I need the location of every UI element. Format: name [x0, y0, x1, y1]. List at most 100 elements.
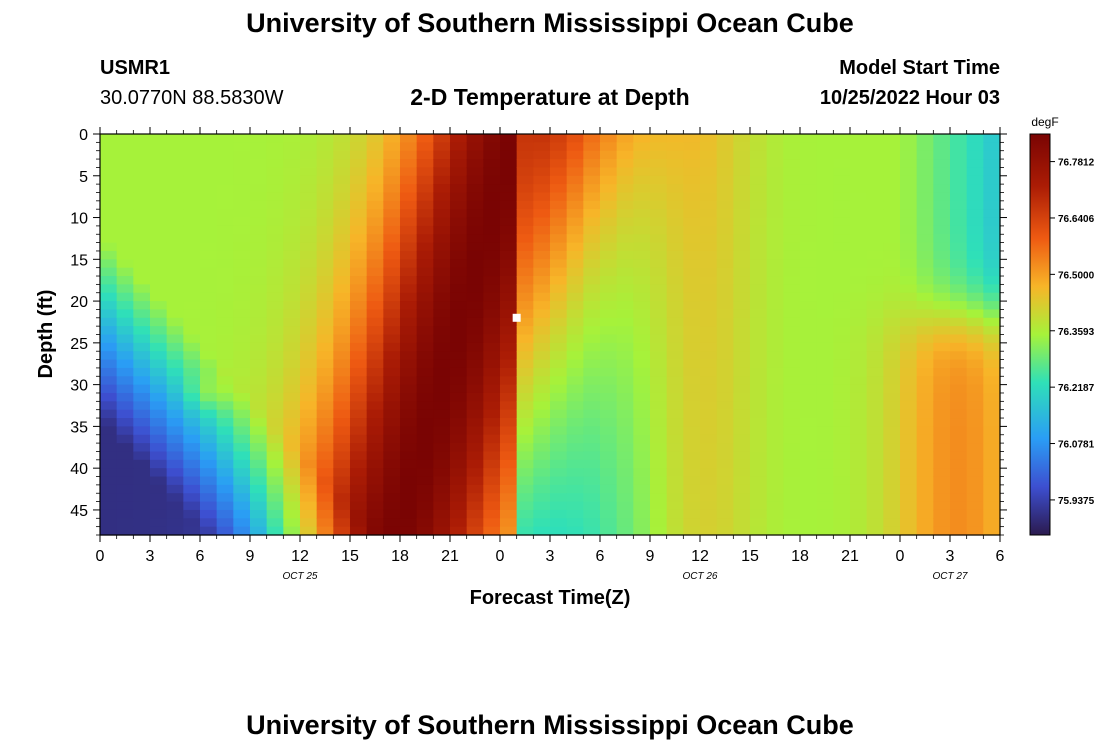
heatmap-cell [566, 225, 584, 235]
heatmap-cell [100, 309, 118, 319]
heatmap-cell [483, 418, 501, 427]
heatmap-cell [716, 184, 734, 194]
heatmap-cell [500, 259, 518, 269]
heatmap-cell [433, 484, 451, 494]
heatmap-cell [200, 359, 218, 369]
heatmap-cell [116, 284, 134, 294]
heatmap-cell [983, 267, 1001, 277]
heatmap-cell [666, 200, 684, 210]
heatmap-cell [700, 434, 718, 444]
heatmap-cell [266, 409, 284, 419]
heatmap-cell [750, 334, 768, 344]
heatmap-cell [433, 334, 451, 344]
heatmap-cell [300, 326, 318, 336]
heatmap-cell [466, 376, 484, 386]
heatmap-cell [233, 301, 251, 311]
heatmap-cell [566, 234, 584, 244]
heatmap-cell [600, 301, 618, 311]
heatmap-cell [666, 317, 684, 327]
heatmap-cell [550, 200, 568, 210]
heatmap-cell [316, 434, 334, 444]
heatmap-cell [666, 351, 684, 361]
heatmap-cell [266, 518, 284, 528]
heatmap-cell [833, 134, 851, 143]
heatmap-cell [283, 509, 301, 519]
heatmap-cell [200, 493, 218, 503]
heatmap-cell [950, 167, 968, 177]
heatmap-cell [866, 426, 884, 436]
heatmap-cell [500, 459, 518, 469]
heatmap-cell [883, 276, 901, 285]
heatmap-cell [916, 359, 934, 369]
heatmap-cell [433, 392, 451, 402]
heatmap-cell [783, 434, 801, 444]
heatmap-cell [133, 150, 151, 160]
heatmap-cell [900, 451, 918, 461]
heatmap-cell [500, 384, 518, 394]
heatmap-cell [383, 476, 401, 486]
heatmap-cell [116, 443, 134, 453]
heatmap-cell [333, 175, 351, 185]
heatmap-cell [516, 317, 534, 327]
heatmap-cell [383, 192, 401, 202]
heatmap-cell [383, 142, 401, 152]
heatmap-cell [850, 242, 868, 252]
heatmap-cell [200, 526, 218, 536]
heatmap-cell [733, 476, 751, 486]
heatmap-cell [483, 184, 501, 194]
heatmap-cell [883, 142, 901, 152]
heatmap-cell [433, 192, 451, 202]
heatmap-cell [733, 334, 751, 344]
heatmap-cell [916, 434, 934, 444]
heatmap-cell [233, 142, 251, 152]
heatmap-cell [916, 451, 934, 461]
heatmap-cell [300, 359, 318, 369]
heatmap-cell [150, 167, 168, 177]
heatmap-cell [700, 351, 718, 361]
heatmap-cell [483, 334, 501, 344]
heatmap-cell [816, 518, 834, 528]
heatmap-cell [683, 392, 701, 402]
heatmap-cell [800, 150, 818, 160]
heatmap-cell [100, 484, 118, 494]
heatmap-cell [633, 192, 651, 202]
heatmap-cell [516, 192, 534, 202]
heatmap-cell [300, 175, 318, 185]
heatmap-cell [600, 292, 618, 302]
heatmap-cell [233, 209, 251, 219]
heatmap-cell [116, 292, 134, 302]
heatmap-cell [883, 267, 901, 277]
heatmap-cell [333, 501, 351, 511]
heatmap-cell [116, 301, 134, 311]
heatmap-cell [983, 342, 1001, 352]
heatmap-cell [966, 359, 984, 369]
heatmap-cell [300, 276, 318, 285]
heatmap-cell [966, 459, 984, 469]
heatmap-cell [483, 250, 501, 260]
heatmap-cell [100, 418, 118, 427]
heatmap-cell [583, 451, 601, 461]
heatmap-cell [333, 509, 351, 519]
heatmap-cell [866, 175, 884, 185]
heatmap-cell [683, 401, 701, 411]
heatmap-cell [133, 309, 151, 319]
heatmap-cell [450, 159, 468, 169]
heatmap-cell [950, 317, 968, 327]
heatmap-cell [283, 184, 301, 194]
heatmap-cell [966, 376, 984, 386]
heatmap-cell [283, 384, 301, 394]
heatmap-cell [150, 376, 168, 386]
heatmap-cell [916, 326, 934, 336]
heatmap-cell [783, 392, 801, 402]
heatmap-cell [316, 501, 334, 511]
heatmap-cell [683, 509, 701, 519]
heatmap-cell [216, 200, 234, 210]
heatmap-cell [350, 384, 368, 394]
heatmap-cell [916, 134, 934, 143]
y-tick-label: 40 [70, 461, 88, 478]
heatmap-cell [366, 242, 384, 252]
heatmap-cell [433, 468, 451, 478]
heatmap-cell [233, 518, 251, 528]
heatmap-cell [816, 175, 834, 185]
